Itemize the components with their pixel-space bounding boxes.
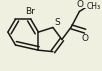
Text: CH₃: CH₃ xyxy=(87,2,101,11)
Text: O: O xyxy=(76,0,83,9)
Text: Br: Br xyxy=(25,7,35,16)
Text: O: O xyxy=(82,34,89,43)
Text: S: S xyxy=(54,18,60,27)
